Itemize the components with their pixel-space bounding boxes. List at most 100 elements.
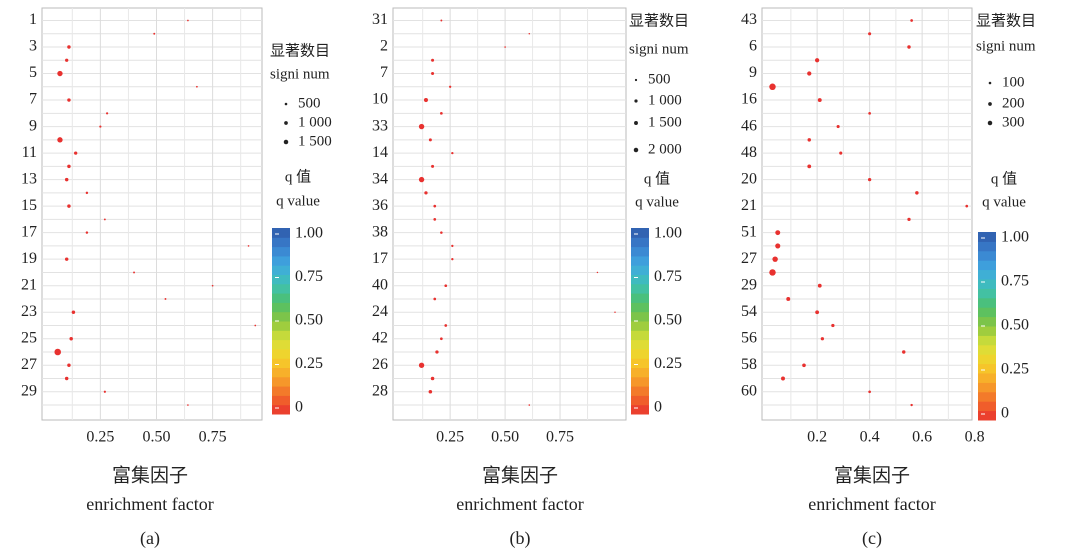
x-axis-title-en: enrichment factor (456, 494, 583, 514)
y-tick-label: 13 (21, 170, 37, 187)
y-tick-label: 51 (741, 223, 757, 240)
x-tick-label: 0.25 (86, 429, 114, 446)
x-axis-title-en: enrichment factor (808, 494, 935, 514)
point (196, 85, 198, 88)
point (85, 231, 89, 234)
y-tick-label: 56 (741, 329, 757, 346)
colorbar-band (631, 302, 649, 313)
y-tick-label: 9 (29, 117, 37, 134)
legend-label: 100 (1002, 74, 1025, 90)
legend-title-en: signi num (270, 66, 330, 82)
point (902, 350, 906, 354)
colorbar-label: 0 (295, 399, 303, 416)
point (424, 191, 428, 195)
y-tick-label: 28 (372, 382, 388, 399)
point (430, 376, 435, 381)
point (807, 138, 811, 142)
y-tick-label: 21 (21, 276, 37, 293)
point (67, 45, 71, 49)
point (444, 284, 448, 288)
legend-dot (633, 147, 639, 153)
point (67, 98, 71, 102)
y-tick-label: 26 (372, 356, 388, 373)
point (528, 404, 531, 406)
point (423, 98, 428, 103)
colorbar-label: 1.00 (1001, 229, 1029, 246)
colorbar-band (978, 279, 996, 289)
colorbar-band (272, 404, 290, 415)
point (910, 19, 913, 22)
colorbar-band (272, 321, 290, 331)
point (868, 32, 872, 36)
point (428, 390, 433, 394)
point (435, 350, 439, 354)
x-axis-title: 富集因子 (834, 464, 910, 486)
colorbar-band (631, 321, 649, 331)
point (817, 283, 822, 288)
point (504, 46, 506, 48)
colorbar-label: 0 (1001, 405, 1009, 422)
point (772, 256, 778, 262)
colorbar-band (631, 311, 649, 322)
colorbar-band (978, 335, 996, 346)
legend-title: 显著数目 (629, 12, 689, 29)
colorbar-band (272, 330, 290, 341)
point (433, 297, 437, 301)
y-tick-label: 5 (29, 64, 37, 81)
point (839, 151, 843, 155)
point (815, 310, 820, 315)
legend-dot (634, 78, 638, 82)
colorbar-band (631, 404, 649, 415)
y-tick-label: 20 (741, 170, 757, 187)
colorbar-band (978, 307, 996, 318)
point (440, 19, 443, 22)
colorbar-band (631, 265, 649, 275)
legend-title: 显著数目 (976, 12, 1036, 29)
y-tick-label: 43 (741, 11, 757, 28)
colorbar-label: 0.25 (1001, 361, 1029, 378)
legend-label: 300 (1002, 114, 1025, 130)
legend-dot (988, 102, 992, 106)
x-tick-label: 0.4 (860, 429, 880, 446)
x-tick-label: 0.25 (436, 429, 464, 446)
point (448, 85, 452, 88)
legend-title-en: signi num (976, 38, 1036, 54)
legend-label: 200 (1002, 95, 1025, 111)
legend-dot (284, 121, 288, 125)
y-tick-label: 2 (380, 38, 388, 55)
colorbar-band (272, 386, 290, 396)
colorbar-band (631, 367, 649, 378)
x-tick-label: 0.75 (546, 429, 574, 446)
colorbar-band (272, 274, 290, 285)
point (64, 257, 69, 261)
legend-label: 1 500 (648, 114, 682, 130)
colorbar-label: 1.00 (295, 225, 323, 242)
colorbar-label: 1.00 (654, 225, 682, 242)
point (64, 177, 69, 182)
colorbar-title-en: q value (276, 193, 320, 209)
colorbar-band (631, 386, 649, 396)
x-tick-label: 0.8 (965, 429, 985, 446)
y-tick-label: 31 (372, 11, 388, 28)
colorbar-band (978, 232, 996, 242)
y-tick-label: 17 (372, 250, 388, 267)
y-tick-label: 7 (29, 91, 37, 108)
x-axis-title: 富集因子 (112, 464, 188, 486)
y-tick-label: 19 (21, 250, 37, 267)
colorbar-label: 0.25 (654, 355, 682, 372)
point (907, 45, 911, 49)
colorbar-band (978, 269, 996, 280)
colorbar-band (978, 241, 996, 252)
colorbar-band (272, 246, 290, 257)
point (187, 404, 189, 406)
y-tick-label: 58 (741, 356, 757, 373)
y-tick-label: 25 (21, 329, 37, 346)
y-tick-label: 9 (749, 64, 757, 81)
colorbar-band (978, 297, 996, 308)
point (815, 58, 820, 63)
point (440, 231, 443, 234)
point (451, 151, 454, 155)
colorbar-title: q 值 (644, 170, 670, 187)
point (433, 204, 437, 208)
